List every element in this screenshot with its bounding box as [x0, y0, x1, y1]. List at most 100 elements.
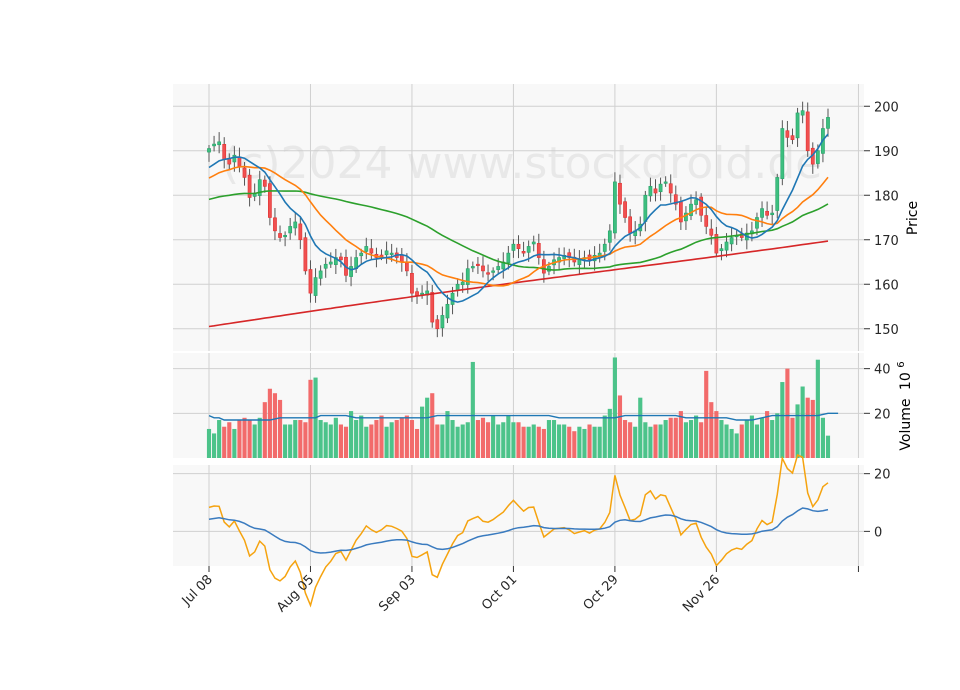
volume-axis-exponent: 6: [896, 361, 907, 367]
candle-body: [349, 266, 353, 277]
volume-bar: [465, 422, 470, 458]
volume-bar: [288, 424, 293, 458]
candle-body: [648, 186, 653, 197]
volume-bar: [541, 428, 546, 458]
candle-body: [770, 212, 775, 216]
volume-bar: [420, 406, 425, 458]
volume-bar: [628, 422, 633, 458]
candle-body: [278, 233, 282, 238]
volume-bar: [501, 422, 506, 458]
candle-body: [729, 237, 734, 245]
volume-bar: [602, 415, 607, 458]
candle-body: [673, 194, 678, 205]
volume-bar: [445, 411, 450, 458]
watermark: (c)2024 www.stockdroid.de: [222, 138, 822, 189]
volume-bar: [562, 424, 567, 458]
candle-body: [800, 110, 805, 116]
volume-bar: [820, 417, 825, 458]
volume-bar: [577, 426, 582, 458]
price-axis-label: Price: [905, 201, 921, 235]
price-tick-label: 150: [874, 323, 899, 338]
volume-bar: [394, 420, 399, 458]
volume-bar: [374, 420, 379, 458]
volume-bar: [227, 422, 232, 458]
candle-body: [755, 217, 759, 229]
candle-body: [460, 281, 465, 286]
volume-bar: [232, 428, 237, 458]
volume-bar: [678, 411, 683, 458]
volume-bar: [293, 420, 298, 458]
volume-bar: [217, 420, 222, 458]
candle-body: [430, 292, 435, 323]
candle-body: [613, 181, 617, 234]
volume-tick-label: 20: [874, 407, 891, 422]
volume-bar: [348, 411, 354, 458]
candle-body: [491, 270, 496, 273]
volume-bar: [734, 433, 739, 458]
volume-bar: [643, 422, 648, 458]
candle-body: [709, 228, 714, 236]
candle-body: [481, 265, 485, 272]
volume-bar: [475, 420, 480, 458]
volume-bar: [557, 424, 562, 458]
candle-body: [805, 111, 810, 152]
candle-body: [359, 252, 364, 257]
volume-bar: [404, 415, 409, 458]
volume-bars: [206, 357, 831, 458]
candle-body: [526, 246, 531, 253]
candle-body: [658, 183, 663, 193]
volume-bar: [496, 424, 501, 458]
candle-body: [237, 156, 242, 167]
volume-bar: [354, 420, 359, 458]
candle-body: [242, 167, 247, 178]
volume-bar: [673, 417, 678, 458]
volume-bar: [521, 426, 526, 458]
volume-bar: [759, 417, 765, 458]
volume-bar: [252, 424, 257, 458]
candle-body: [724, 241, 729, 251]
volume-bar: [780, 382, 785, 458]
ma-10-line: [208, 133, 829, 303]
volume-bar: [272, 393, 278, 458]
volume-bar: [785, 368, 790, 458]
candle-body: [445, 303, 450, 319]
candle-body: [689, 203, 693, 216]
volume-bar: [506, 415, 511, 458]
candle-body: [785, 130, 790, 138]
oscillator-panel: [173, 465, 864, 566]
candle-body: [516, 243, 521, 249]
candle-body: [790, 135, 795, 140]
candle-body: [257, 179, 262, 196]
oscillator-line-2: [208, 453, 829, 608]
volume-bar: [658, 424, 663, 458]
volume-bar: [425, 397, 430, 458]
volume-bar: [212, 433, 217, 458]
volume-bar: [277, 399, 283, 458]
volume-bar: [739, 424, 744, 458]
candle-body: [765, 210, 769, 216]
volume-bar: [364, 426, 369, 458]
volume-bar: [343, 426, 349, 458]
volume-bar: [587, 424, 592, 458]
candle-body: [222, 144, 227, 160]
volume-bar: [800, 386, 805, 458]
candle-body: [268, 183, 272, 218]
candle-body: [410, 272, 414, 294]
volume-bar: [653, 424, 658, 458]
volume-bar: [455, 426, 460, 458]
volume-bar: [638, 397, 643, 458]
candle-body: [653, 188, 658, 194]
volume-bar: [546, 420, 552, 458]
candle-body: [298, 223, 303, 241]
price-tick-label: 200: [874, 100, 899, 115]
volume-bar: [435, 424, 440, 458]
candle-body: [212, 143, 216, 147]
ma-20-line: [208, 165, 829, 287]
volume-bar: [384, 426, 389, 458]
candle-body: [283, 235, 287, 238]
volume-bar: [308, 379, 313, 458]
candle-body: [465, 268, 470, 285]
oscillator-tick-label: 20: [874, 468, 891, 483]
candle-body: [643, 194, 648, 222]
